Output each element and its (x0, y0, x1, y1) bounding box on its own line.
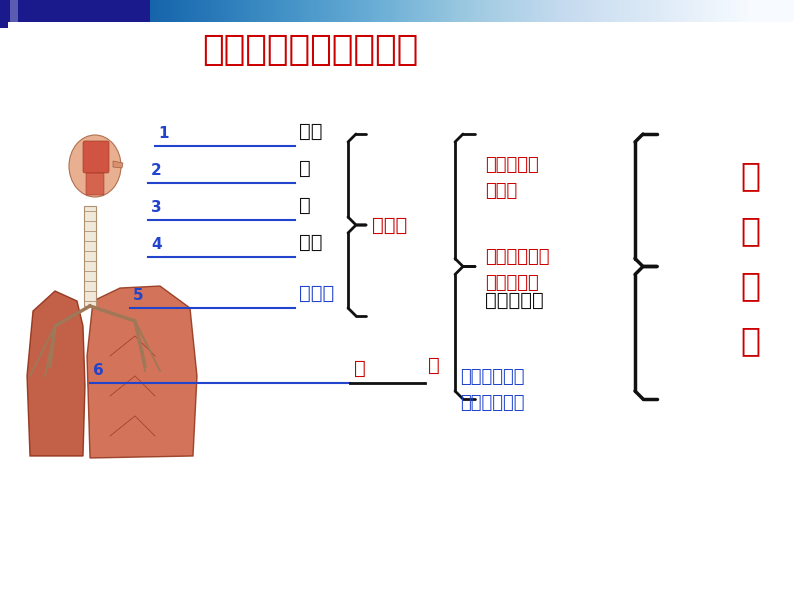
Text: 4: 4 (151, 237, 162, 252)
Ellipse shape (69, 135, 121, 197)
Text: 统: 统 (740, 324, 760, 358)
Polygon shape (87, 286, 197, 458)
Text: 气管: 气管 (299, 233, 322, 252)
Bar (10, 0, 18, 22)
Bar (84, 206, 96, 306)
Text: 支气管: 支气管 (299, 284, 334, 303)
Text: 咽: 咽 (299, 159, 310, 178)
FancyBboxPatch shape (83, 141, 109, 173)
FancyBboxPatch shape (86, 173, 104, 195)
Text: （有限的）: （有限的） (485, 291, 544, 310)
Text: 主要器官，气
体交换的场所: 主要器官，气 体交换的场所 (460, 368, 525, 412)
Polygon shape (27, 291, 85, 456)
Text: 喉: 喉 (299, 196, 310, 215)
Text: 呼吸系统的组成及作用: 呼吸系统的组成及作用 (202, 33, 418, 67)
Text: 系: 系 (740, 269, 760, 303)
Text: 呼: 呼 (740, 160, 760, 193)
Polygon shape (113, 161, 123, 168)
Bar (0, 0, 8, 28)
Text: 3: 3 (151, 200, 162, 215)
Text: 2: 2 (151, 163, 162, 178)
Bar (0, 0, 150, 22)
Text: 气体进出肺
的通道: 气体进出肺 的通道 (485, 156, 539, 200)
Text: 呼吸道: 呼吸道 (372, 216, 407, 234)
Text: 清洁、温暖、
湿润空气。: 清洁、温暖、 湿润空气。 (485, 248, 549, 293)
Text: 肺: 肺 (428, 356, 440, 375)
Text: 鼻腔: 鼻腔 (299, 122, 322, 141)
Text: 6: 6 (93, 363, 104, 378)
Text: 1: 1 (158, 126, 168, 141)
Text: 肺: 肺 (354, 359, 366, 378)
Text: 吸: 吸 (740, 215, 760, 247)
Text: 5: 5 (133, 288, 144, 303)
